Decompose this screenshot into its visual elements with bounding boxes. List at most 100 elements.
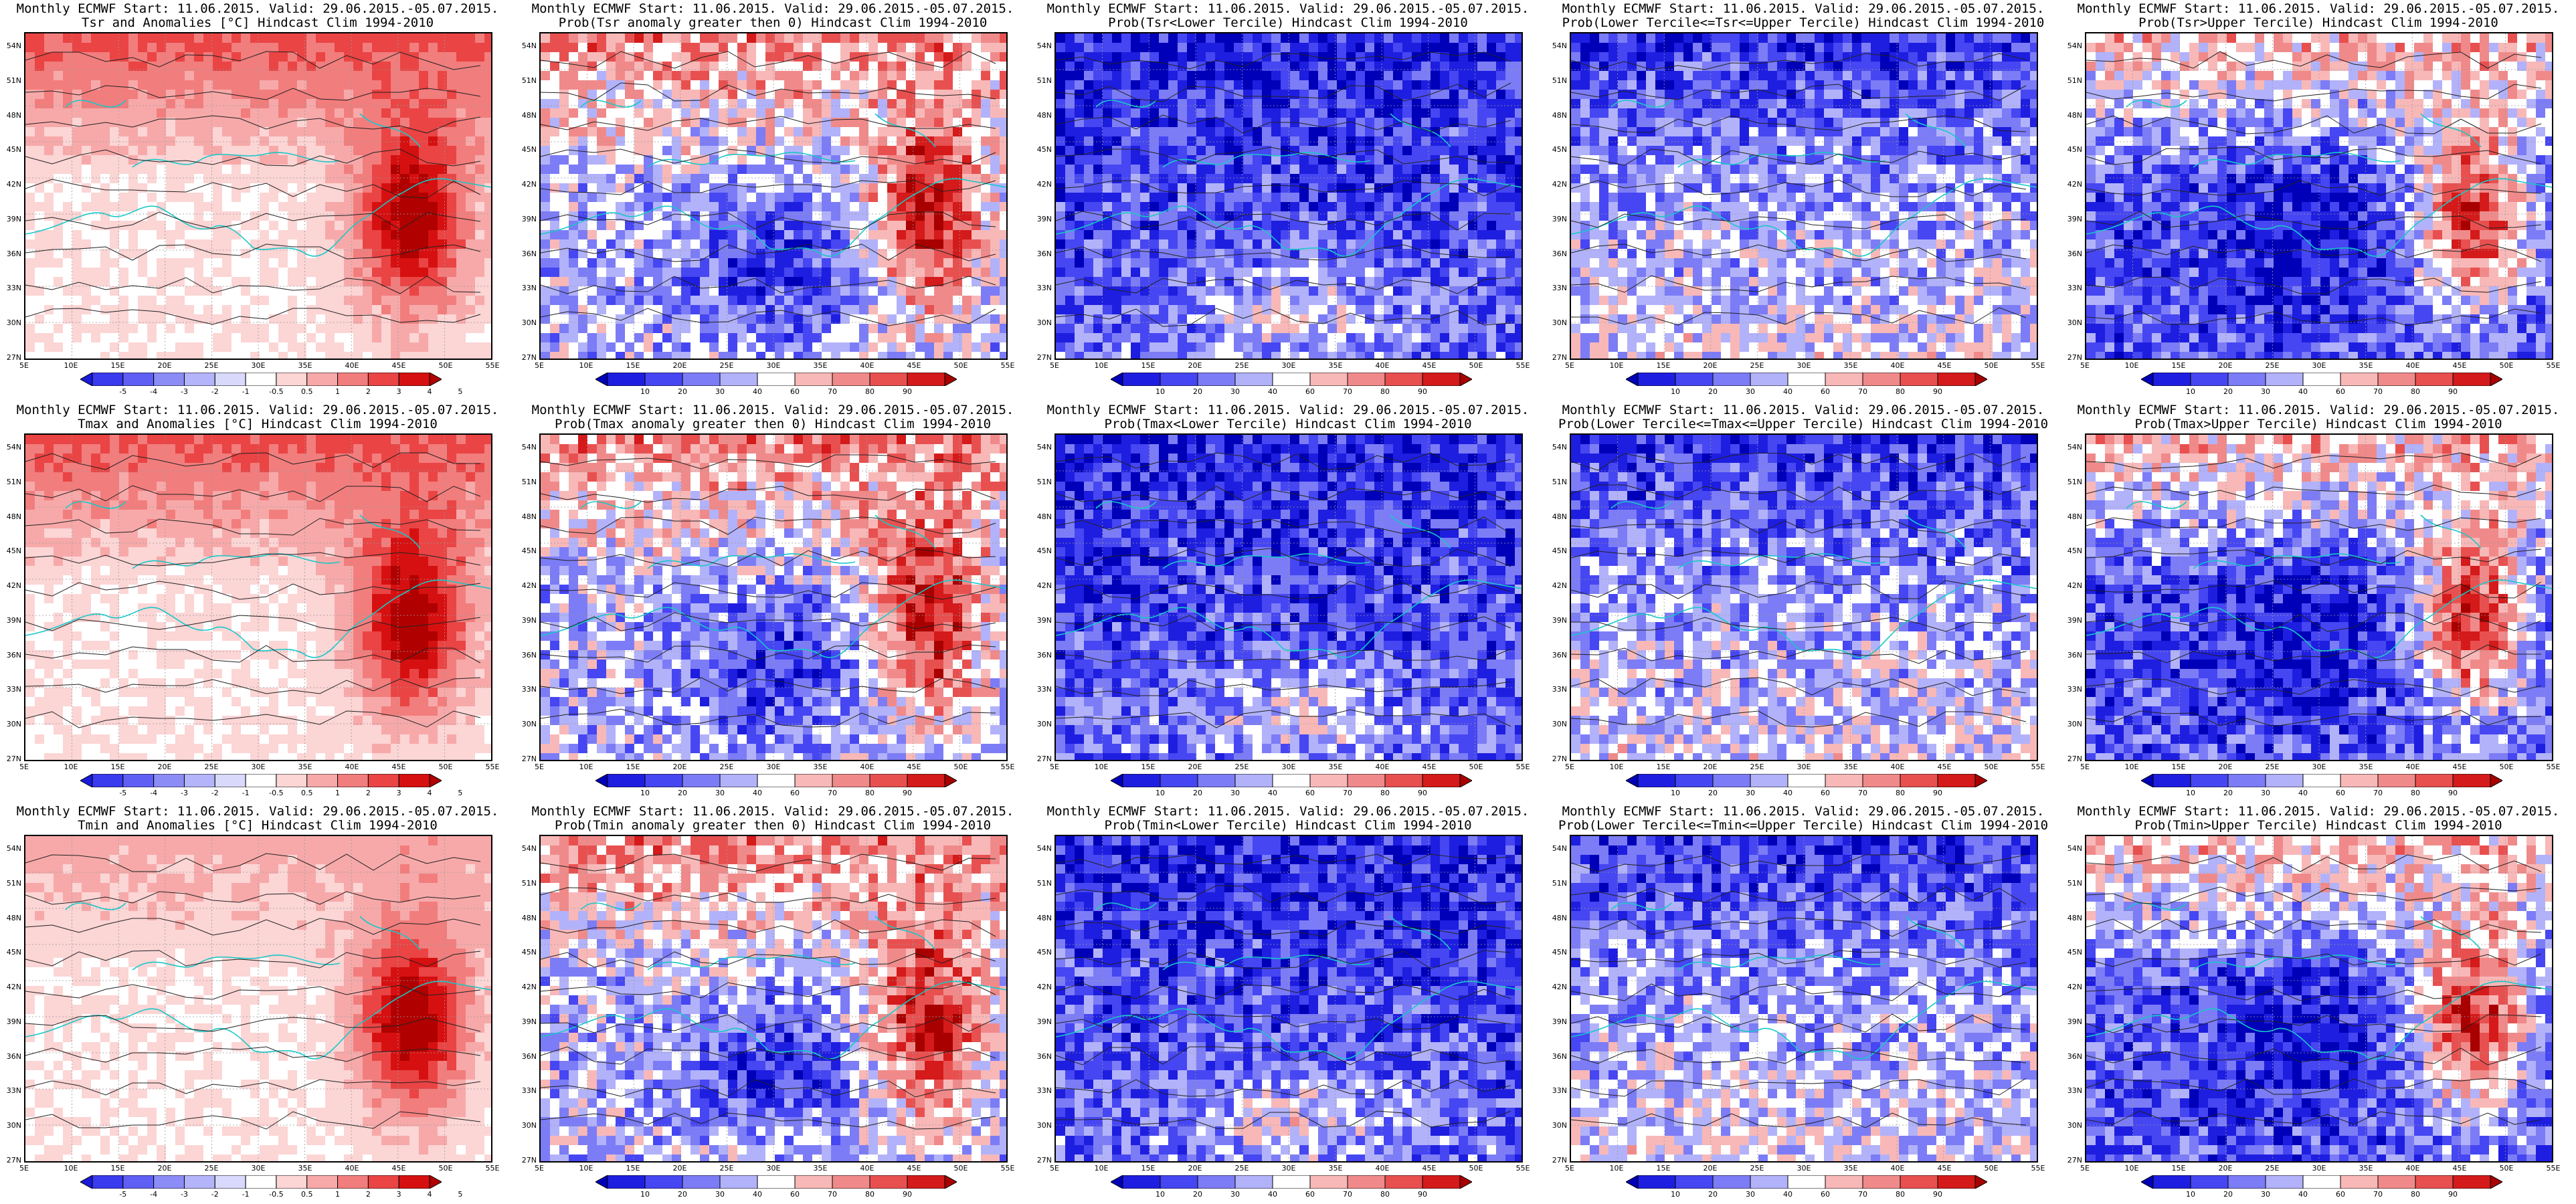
colorbar-tick-label: -4 (141, 387, 167, 396)
latitude-label: 48N (517, 512, 537, 521)
colorbar-tick-label: 60 (1297, 387, 1323, 396)
latitude-label: 39N (517, 1017, 537, 1026)
colorbar-tick-label: 30 (1737, 789, 1764, 797)
latitude-label: 54N (2062, 41, 2082, 50)
colorbar-tick-label: 60 (1812, 1190, 1839, 1199)
longitude-label: 40E (1884, 361, 1911, 370)
latitude-label: 45N (1032, 948, 1052, 957)
longitude-label: 5E (526, 361, 553, 370)
latitude-label: 36N (517, 1052, 537, 1061)
longitude-label: 10E (1088, 1164, 1115, 1173)
latitude-label: 45N (517, 948, 537, 957)
longitude-label: 40E (2399, 361, 2426, 370)
longitude-label: 15E (1650, 1164, 1677, 1173)
map-area (2085, 835, 2553, 1163)
longitude-label: 25E (2259, 1164, 2286, 1173)
latitude-label: 30N (517, 720, 537, 728)
latitude-label: 36N (1032, 651, 1052, 660)
latitude-label: 51N (1547, 76, 1567, 85)
colorbar-tick-label: 90 (2440, 1190, 2466, 1199)
latitude-label: 30N (1547, 720, 1567, 728)
colorbar-tick-label: 90 (894, 387, 921, 396)
colorbar-tick-label: -3 (171, 1190, 197, 1199)
longitude-label: 45E (385, 1164, 412, 1173)
map-field (2086, 33, 2552, 359)
panel-title: Prob(Lower Tercile<=Tmin<=Upper Tercile)… (1546, 818, 2061, 833)
longitude-label: 55E (479, 361, 506, 370)
colorbar (80, 774, 442, 787)
longitude-label: 35E (1322, 1164, 1349, 1173)
longitude-label: 5E (526, 763, 553, 771)
colorbar-tick-label: 70 (1334, 387, 1361, 396)
colorbar-tick-label: 90 (1409, 387, 1436, 396)
map-field (1571, 435, 2037, 760)
longitude-label: 30E (245, 763, 272, 771)
colorbar (2141, 774, 2502, 787)
latitude-label: 27N (1547, 1156, 1567, 1165)
colorbar (1626, 774, 1987, 787)
colorbar-tick-label: 60 (1297, 1190, 1323, 1199)
longitude-label: 55E (994, 763, 1021, 771)
latitude-label: 42N (1032, 581, 1052, 590)
panel-tmax-4: Monthly ECMWF Start: 11.06.2015. Valid: … (1546, 401, 2061, 803)
longitude-label: 45E (901, 1164, 927, 1173)
longitude-label: 5E (1556, 1164, 1583, 1173)
map-area (24, 32, 492, 360)
colorbar-tick-label: 70 (2365, 387, 2391, 396)
longitude-label: 40E (854, 1164, 881, 1173)
latitude-label: 51N (2062, 478, 2082, 486)
longitude-label: 30E (1275, 361, 1302, 370)
map-area (539, 433, 1008, 761)
colorbar-tick-label: 30 (1737, 387, 1764, 396)
longitude-label: 20E (151, 1164, 178, 1173)
colorbar-tick-label: 20 (1184, 387, 1211, 396)
longitude-label: 50E (1978, 763, 2005, 771)
latitude-label: 27N (2062, 353, 2082, 362)
panel-tmax-2: Monthly ECMWF Start: 11.06.2015. Valid: … (515, 401, 1030, 803)
colorbar-tick-label: 10 (1662, 1190, 1689, 1199)
longitude-label: 20E (1182, 1164, 1208, 1173)
latitude-label: 36N (1, 651, 21, 660)
panel-title: Prob(Lower Tercile<=Tmax<=Upper Tercile)… (1546, 417, 2061, 431)
latitude-label: 27N (2062, 1156, 2082, 1165)
colorbar-tick-label: 80 (1372, 789, 1398, 797)
latitude-label: 30N (2062, 720, 2082, 728)
latitude-label: 27N (2062, 755, 2082, 763)
colorbar-tick-label: 90 (894, 789, 921, 797)
colorbar-tick-label: 40 (1774, 789, 1801, 797)
latitude-label: 30N (2062, 1121, 2082, 1130)
colorbar-tick-label: 2 (355, 1190, 381, 1199)
latitude-label: 39N (2062, 1017, 2082, 1026)
longitude-label: 45E (901, 361, 927, 370)
colorbar-tick-label: 20 (2215, 1190, 2241, 1199)
colorbar-tick-label: 80 (2402, 789, 2429, 797)
colorbar-tick-label: -2 (201, 387, 228, 396)
longitude-label: 45E (1931, 1164, 1958, 1173)
colorbar-tick-label: 2 (355, 789, 381, 797)
latitude-label: 42N (517, 581, 537, 590)
longitude-label: 30E (2306, 763, 2332, 771)
colorbar-tick-label: 30 (1222, 789, 1249, 797)
longitude-label: 10E (573, 361, 600, 370)
latitude-label: 36N (2062, 651, 2082, 660)
longitude-label: 20E (1697, 361, 1724, 370)
latitude-label: 45N (1547, 948, 1567, 957)
panel-tmin-5: Monthly ECMWF Start: 11.06.2015. Valid: … (2061, 803, 2576, 1204)
colorbar-tick-label: 80 (1887, 387, 1914, 396)
colorbar-tick-label: 70 (819, 387, 846, 396)
colorbar-tick-label: 5 (447, 1190, 474, 1199)
latitude-label: 54N (1547, 443, 1567, 452)
latitude-label: 42N (2062, 180, 2082, 189)
longitude-label: 55E (2540, 763, 2567, 771)
colorbar-tick-label: 80 (856, 387, 883, 396)
latitude-label: 39N (2062, 616, 2082, 625)
longitude-label: 40E (339, 763, 365, 771)
colorbar-tick-label: 60 (1812, 789, 1839, 797)
latitude-label: 39N (1547, 215, 1567, 223)
colorbar (1111, 373, 1472, 386)
colorbar-tick-label: -3 (171, 387, 197, 396)
map-area (24, 835, 492, 1163)
map-area (1570, 32, 2038, 360)
colorbar-tick-label: 70 (1334, 789, 1361, 797)
longitude-label: 50E (1978, 1164, 2005, 1173)
